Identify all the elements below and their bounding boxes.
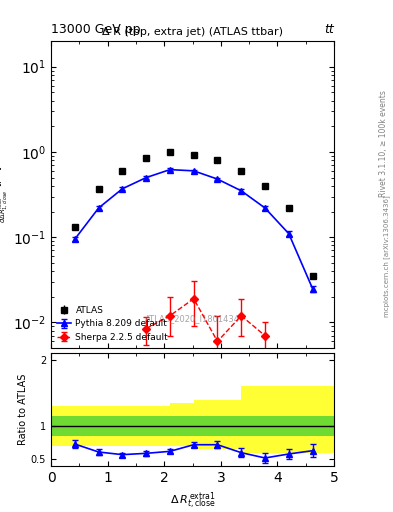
Text: mcplots.cern.ch [arXiv:1306.3436]: mcplots.cern.ch [arXiv:1306.3436] xyxy=(384,195,391,317)
Legend: ATLAS, Pythia 8.209 default, Sherpa 2.2.5 default: ATLAS, Pythia 8.209 default, Sherpa 2.2.… xyxy=(55,304,170,344)
Y-axis label: Ratio to ATLAS: Ratio to ATLAS xyxy=(18,374,28,445)
Y-axis label: $\frac{d\sigma}{d\Delta R_{1,close}^{total}}$ [pb]: $\frac{d\sigma}{d\Delta R_{1,close}^{tot… xyxy=(0,166,10,223)
Text: Rivet 3.1.10, ≥ 100k events: Rivet 3.1.10, ≥ 100k events xyxy=(379,90,387,197)
Text: ATLAS_2020_I1801434: ATLAS_2020_I1801434 xyxy=(145,314,240,324)
Text: tt: tt xyxy=(324,23,334,36)
X-axis label: $\Delta\,R^{\,\mathrm{extra1}}_{t,\mathrm{close}}$: $\Delta\,R^{\,\mathrm{extra1}}_{t,\mathr… xyxy=(170,490,215,511)
Title: Δ R (top, extra jet) (ATLAS ttbar): Δ R (top, extra jet) (ATLAS ttbar) xyxy=(102,28,283,37)
Text: 13000 GeV pp: 13000 GeV pp xyxy=(51,23,141,36)
